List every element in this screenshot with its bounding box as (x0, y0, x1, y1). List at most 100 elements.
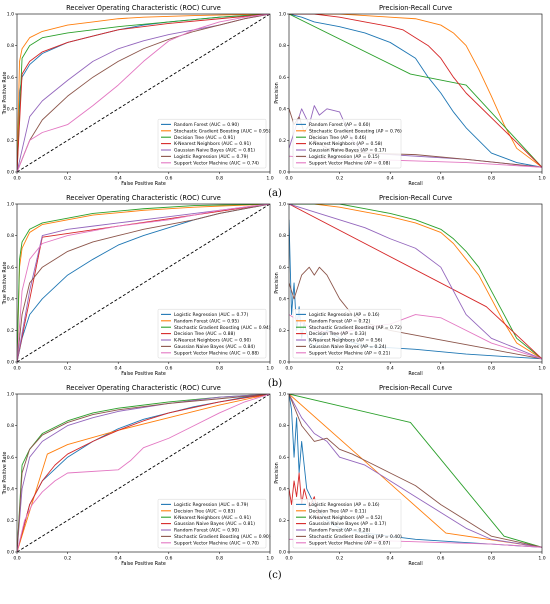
y-tick-label: 0.6 (7, 265, 14, 271)
legend-entry: Gaussian Naive Bayes (AP = 0.17) (309, 521, 387, 527)
x-tick-label: 0.0 (13, 176, 20, 182)
x-tick-label: 0.2 (336, 556, 343, 562)
x-axis-label: False Positive Rate (121, 181, 166, 187)
axes-frame (288, 13, 543, 173)
legend-entry: Stochastic Gradient Boosting (AP = 0.72) (309, 325, 402, 331)
y-tick-label: 0.4 (7, 106, 14, 112)
x-axis-label: Recall (408, 181, 422, 187)
y-axis-label: True Positive Rate (2, 262, 8, 306)
x-tick-label: 0.0 (13, 556, 20, 562)
x-tick-label: 0.2 (336, 366, 343, 372)
x-tick-label: 0.6 (437, 556, 444, 562)
y-tick-label: 1.0 (279, 12, 286, 18)
legend-entry: Support Vector Machine (AP = 0.21) (309, 350, 390, 356)
x-tick-label: 0.6 (165, 366, 172, 372)
y-tick-label: 0.8 (279, 43, 286, 49)
x-tick-label: 0.0 (285, 556, 292, 562)
legend-entry: K-Nearest Neighbors (AP = 0.58) (309, 141, 383, 147)
legend-entry: Random Forest (AP = 0.60) (309, 122, 370, 128)
series-line-3 (289, 14, 542, 168)
x-tick-label: 0.8 (216, 556, 223, 562)
chart-a-pr: Precision-Recall Curve 0.0 0.2 0.4 0.6 0.8 1.0… (274, 4, 546, 187)
caption-3: (c) (268, 570, 282, 581)
y-tick-label: 0.0 (279, 550, 286, 556)
series-line-3 (17, 204, 270, 362)
y-tick-label: 0.2 (7, 138, 14, 144)
x-tick-label: 0.2 (64, 366, 71, 372)
y-axis-label: Precision (274, 462, 280, 483)
legend-box (292, 499, 402, 549)
legend-entry: Logistic Regression (AP = 0.15) (309, 154, 380, 160)
chart-title: Receiver Operating Characteristic (ROC) … (66, 194, 221, 202)
x-tick-label: 0.0 (285, 366, 292, 372)
series-line-1 (289, 394, 542, 548)
caption-1: (a) (268, 188, 282, 199)
x-tick-label: 0.6 (165, 556, 172, 562)
y-tick-label: 0.4 (279, 486, 286, 492)
legend-entry: Support Vector Machine (AP = 0.07) (309, 540, 390, 546)
series-line-4 (289, 204, 542, 360)
series-line-3 (17, 394, 270, 552)
series-line-4 (289, 14, 542, 168)
series-line-4 (17, 14, 270, 172)
legend-box (157, 309, 267, 359)
x-tick-label: 0.4 (387, 176, 394, 182)
chart-title: Precision-Recall Curve (379, 384, 452, 392)
chart-title: Precision-Recall Curve (379, 4, 452, 12)
legend-entry: Decision Tree (AUC = 0.83) (174, 508, 235, 514)
legend-entry: Random Forest (AP = 0.28) (309, 528, 370, 534)
legend-box (157, 118, 267, 169)
y-tick-label: 0.2 (279, 138, 286, 144)
legend-entry: Stochastic Gradient Boosting (AP = 0.40) (309, 534, 402, 540)
x-tick-label: 1.0 (538, 556, 545, 562)
chart-title: Precision-Recall Curve (379, 194, 452, 202)
series-line-3 (17, 14, 270, 172)
series-line-6 (17, 14, 270, 172)
axes-frame (288, 393, 543, 553)
x-tick-label: 1.0 (538, 366, 545, 372)
chart-b-roc: Receiver Operating Characteristic (ROC) … (2, 194, 274, 377)
plot-area (17, 204, 270, 362)
legend-entry: Support Vector Machine (AUC = 0.74) (174, 160, 259, 166)
y-tick-label: 0.2 (279, 328, 286, 334)
legend-entry: Decision Tree (AUC = 0.88) (174, 331, 235, 337)
series-line-6 (17, 204, 270, 362)
chart-b-pr: Precision-Recall Curve 0.0 0.2 0.4 0.6 0.8 1.0… (274, 194, 546, 377)
legend-entry: Gaussian Naive Bayes (AUC = 0.84) (174, 344, 255, 350)
x-tick-label: 0.2 (64, 176, 71, 182)
y-tick-label: 0.8 (7, 233, 14, 239)
y-tick-label: 0.8 (279, 423, 286, 429)
x-tick-label: 0.4 (115, 556, 122, 562)
legend-entry: Random Forest (AP = 0.72) (309, 318, 370, 324)
axes-frame (16, 13, 271, 173)
legend-entry: K-Nearest Neighbors (AUC = 0.91) (174, 515, 251, 521)
y-tick-label: 1.0 (279, 392, 286, 398)
y-tick-label: 0.0 (7, 360, 14, 366)
legend: Random Forest (AUC = 0.90)Stochastic Gra… (157, 118, 271, 169)
y-tick-label: 0.4 (279, 106, 286, 112)
series-line-6 (289, 266, 542, 360)
caption-2: (b) (268, 378, 282, 389)
y-tick-label: 1.0 (279, 202, 286, 208)
legend-entry: Decision Tree (AP = 0.46) (309, 135, 367, 141)
series-line-1 (289, 14, 542, 168)
legend-entry: Logistic Regression (AP = 0.16) (309, 312, 380, 318)
series-line-5 (289, 394, 542, 548)
legend-entry: Logistic Regression (AUC = 0.79) (174, 154, 249, 160)
legend-entry: Random Forest (AUC = 0.95) (174, 318, 239, 324)
legend-entry: K-Nearest Neighbors (AP = 0.52) (309, 515, 383, 521)
y-tick-label: 0.4 (7, 296, 14, 302)
legend: Logistic Regression (AP = 0.16)Decision … (292, 499, 402, 549)
legend-entry: K-Nearest Neighbors (AP = 0.56) (309, 338, 383, 344)
x-tick-label: 1.0 (266, 556, 273, 562)
plot-area (17, 394, 270, 552)
x-tick-label: 0.8 (488, 556, 495, 562)
y-tick-label: 0.0 (7, 550, 14, 556)
y-tick-label: 1.0 (7, 12, 14, 18)
legend-entry: Gaussian Naive Bayes (AP = 0.17) (309, 148, 387, 154)
plot-area (17, 14, 270, 172)
x-tick-label: 0.4 (387, 366, 394, 372)
axes-frame (16, 393, 271, 553)
y-tick-label: 0.8 (7, 43, 14, 49)
legend-entry: Logistic Regression (AUC = 0.79) (174, 502, 249, 508)
